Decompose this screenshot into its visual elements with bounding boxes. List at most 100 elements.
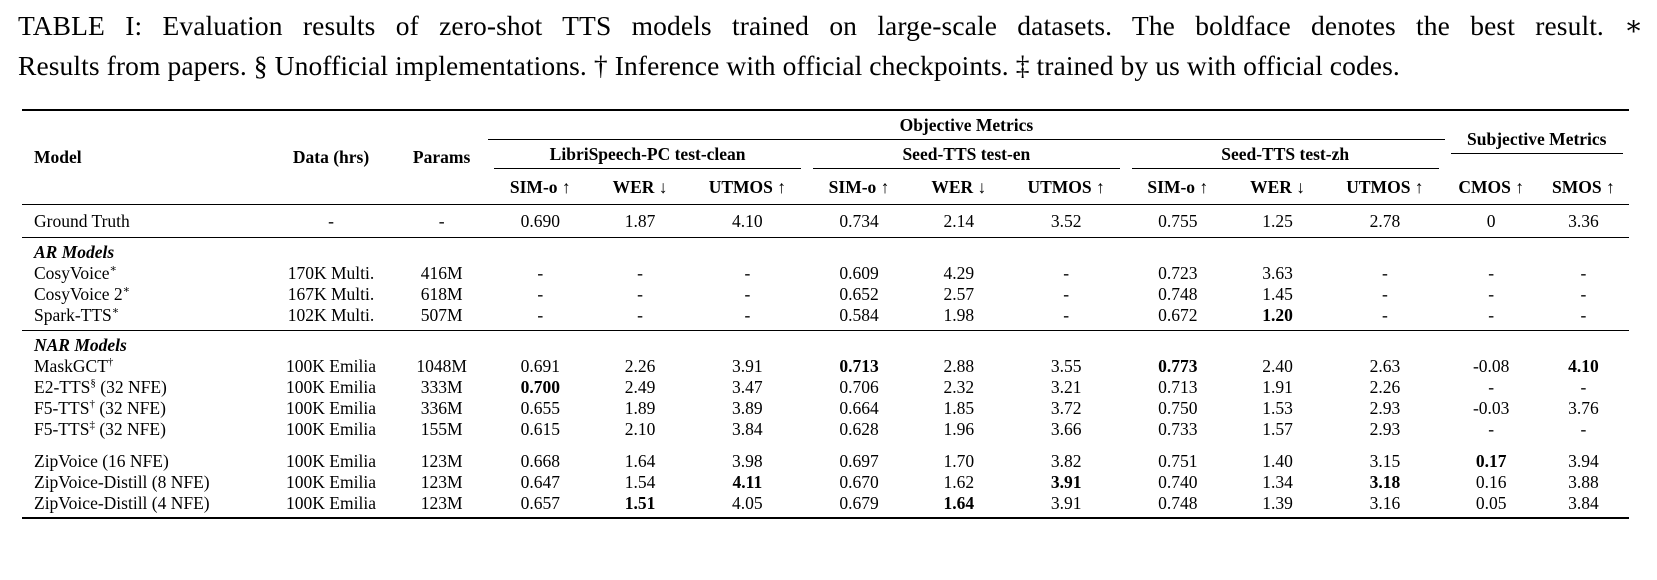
cell-value: - [1063, 262, 1070, 283]
cell-value: 0.584 [839, 304, 879, 325]
header-sim-zh: SIM-o ↑ [1147, 177, 1209, 198]
cell-params: 507M [420, 304, 463, 325]
cell-value: 3.63 [1262, 262, 1293, 283]
results-table: Model Data (hrs) Params Objective Metric… [22, 109, 1629, 519]
model-name: F5-TTS [34, 397, 90, 418]
cell-value: 4.10 [1538, 356, 1629, 377]
cell-value: 1.34 [1262, 471, 1293, 492]
cell-value: - [744, 283, 751, 304]
cell-value: 4.10 [732, 211, 763, 231]
header-model: Model [34, 146, 82, 167]
cell-value: 1.54 [624, 471, 656, 492]
cell-value: 4.05 [732, 492, 763, 513]
cell-value: 1.85 [943, 397, 975, 418]
cell-model: MaskGCT† [22, 356, 267, 377]
best-value: 0.773 [1158, 355, 1198, 376]
cell-value: 1.87 [624, 211, 656, 231]
cell-value: 3.52 [1050, 211, 1082, 231]
cell-value: 2.32 [943, 376, 975, 397]
cell-value: 1.91 [1262, 376, 1293, 397]
model-name: MaskGCT [34, 355, 108, 376]
section-title: NAR Models [34, 334, 127, 355]
table-row: ZipVoice-Distill (8 NFE) 100K Emilia 123M 0… [22, 472, 1629, 493]
cell-value: 1.64 [624, 450, 656, 471]
cell-value: - [1488, 262, 1495, 283]
cell-value: 3.55 [1050, 355, 1082, 376]
cell-model: Spark-TTS∗ [22, 305, 267, 326]
best-value: 0.700 [520, 376, 560, 397]
cell-value: -0.08 [1472, 355, 1510, 376]
cell-value: 1.57 [1262, 418, 1293, 439]
cell-value: 2.49 [624, 376, 656, 397]
section-nar-models: NAR Models [22, 330, 1629, 356]
cell-value: 0.713 [1158, 376, 1198, 397]
cell-value: 0.723 [1158, 262, 1198, 283]
cell-value: 2.78 [1369, 211, 1401, 231]
cell-value: - [637, 283, 643, 304]
cell-model: CosyVoice 2∗ [22, 284, 267, 305]
table-row: CosyVoice∗ 170K Multi. 416M - - - 0.609 4.29 - 0.… [22, 263, 1629, 284]
cell-value: 0.733 [1158, 418, 1198, 439]
cell-value: 1.70 [943, 450, 975, 471]
cell-value: 2.14 [943, 211, 975, 231]
section-ar-models: AR Models [22, 237, 1629, 263]
model-name: ZipVoice (16 NFE) [34, 450, 169, 471]
cell-value: 1.89 [624, 397, 656, 418]
cell-value: 1.25 [1262, 211, 1293, 231]
cell-value: 2.26 [624, 355, 656, 376]
cell-value: 0.657 [520, 492, 560, 513]
header-smos: SMOS ↑ [1552, 177, 1615, 198]
caption-line-2: Results from papers. § Unofficial implem… [18, 50, 1400, 81]
best-value: 0.17 [1475, 450, 1507, 471]
cell-params: 1048M [416, 355, 467, 376]
model-footnote-mark: ∗ [111, 304, 120, 317]
header-sim-ls: SIM-o ↑ [509, 177, 571, 198]
cell-value: - [1381, 304, 1388, 325]
cell-data: 102K Multi. [287, 304, 375, 325]
cell-params: - [438, 211, 445, 231]
best-value: 4.10 [1568, 355, 1599, 376]
cell-value: 0.734 [839, 211, 879, 231]
header-wer-ls: WER ↓ [612, 177, 668, 198]
best-value: 1.20 [1262, 304, 1293, 325]
cell-value: - [1488, 418, 1495, 439]
cell-params: 123M [420, 492, 463, 513]
cell-params: 618M [420, 283, 463, 304]
cell-params: 155M [420, 418, 463, 439]
cell-value: - [744, 262, 751, 283]
cell-value: 3.47 [732, 376, 763, 397]
cell-model: ZipVoice-Distill (4 NFE) [22, 493, 267, 518]
cell-value: - [1488, 376, 1495, 397]
best-value: 1.51 [624, 492, 656, 513]
cell-value: 1.64 [911, 493, 1006, 518]
best-value: 4.11 [732, 471, 763, 492]
model-name: CosyVoice [34, 262, 110, 283]
cell-value: 3.84 [732, 418, 763, 439]
cell-data: 100K Emilia [286, 450, 376, 471]
cell-value: 0.713 [807, 356, 911, 377]
cell-value: 0.697 [839, 450, 879, 471]
model-suffix: (32 NFE) [94, 418, 166, 439]
cell-value: 0.652 [839, 283, 879, 304]
cell-data: 167K Multi. [287, 283, 375, 304]
header-seed-zh: Seed-TTS test-zh [1126, 140, 1445, 172]
cell-params: 416M [420, 262, 463, 283]
cell-data: 170K Multi. [287, 262, 375, 283]
cell-data: 100K Emilia [286, 492, 376, 513]
cell-value: 1.62 [943, 471, 975, 492]
cell-value: 3.94 [1568, 450, 1599, 471]
cell-value: 4.11 [688, 472, 807, 493]
model-footnote-mark: ∗ [122, 283, 131, 296]
cell-params: 333M [420, 376, 463, 397]
cell-data: 100K Emilia [286, 471, 376, 492]
cell-value: -0.03 [1472, 397, 1510, 418]
cell-value: 3.88 [1568, 471, 1599, 492]
model-footnote-mark: † [107, 355, 114, 368]
cell-value: 2.40 [1262, 355, 1293, 376]
cell-value: - [637, 304, 643, 325]
cell-value: 3.16 [1369, 492, 1401, 513]
header-utmos-zh: UTMOS ↑ [1346, 177, 1424, 198]
model-footnote-mark: † [89, 397, 95, 410]
header-seed-en: Seed-TTS test-en [807, 140, 1126, 172]
table-row: CosyVoice 2∗ 167K Multi. 618M - - - 0.652 2.57 -… [22, 284, 1629, 305]
